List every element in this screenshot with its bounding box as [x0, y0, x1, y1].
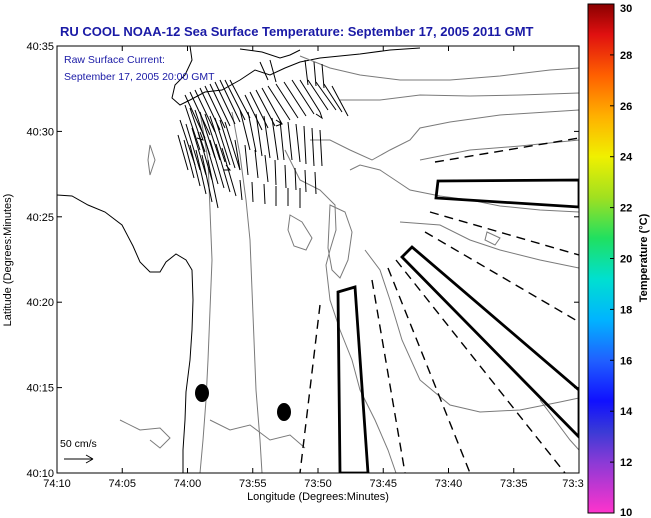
y-tick-label: 40:20 [26, 297, 54, 309]
colorbar-ticks: 10 12 14 16 18 20 22 24 26 28 30 [610, 3, 633, 518]
x-axis: 74:10 74:05 74:00 73:55 73:50 73:45 73:40 73:35… [43, 46, 584, 490]
x-tick-label: 73:55 [239, 478, 267, 490]
station-dot [195, 384, 209, 402]
y-tick-label: 40:25 [26, 212, 54, 224]
island [239, 48, 301, 59]
colorbar-tick-label: 20 [620, 254, 632, 266]
colorbar-tick-label: 22 [620, 203, 632, 215]
station-dot [277, 403, 291, 421]
colorbar-label: Temperature (°C) [638, 213, 650, 302]
coastline-north [171, 46, 421, 106]
plot-area [57, 46, 579, 473]
x-axis-label: Longitude (Degrees:Minutes) [247, 491, 389, 503]
x-tick-label: 74:10 [43, 478, 71, 490]
radial-dashed-lines [299, 137, 579, 473]
scale-label: 50 cm/s [60, 438, 97, 450]
x-tick-label: 73:50 [304, 478, 332, 490]
colorbar [587, 3, 615, 514]
y-tick-label: 40:15 [26, 383, 54, 395]
x-tick-label: 74:05 [108, 478, 136, 490]
y-axis: 40:10 40:15 40:20 40:25 40:30 40:35 [26, 41, 579, 480]
colorbar-tick-label: 14 [620, 406, 633, 418]
chart-title: RU COOL NOAA-12 Sea Surface Temperature:… [60, 24, 534, 39]
map-layer [57, 46, 579, 473]
colorbar-tick-label: 24 [620, 152, 633, 164]
scale-arrow [64, 454, 94, 464]
x-tick-label: 73:40 [435, 478, 463, 490]
current-vectors [177, 59, 349, 209]
y-tick-label: 40:35 [26, 41, 54, 53]
y-tick-label: 40:30 [26, 126, 54, 138]
colorbar-tick-label: 30 [620, 3, 632, 15]
y-tick-label: 40:10 [26, 468, 54, 480]
y-axis-label: Latitude (Degrees:Minutes) [2, 194, 14, 327]
x-tick-label: 73:35 [500, 478, 528, 490]
annotation-line-2: September 17, 2005 20:00 GMT [64, 71, 215, 83]
colorbar-tick-label: 28 [620, 50, 632, 62]
annotation-line-1: Raw Surface Current: [64, 54, 165, 66]
colorbar-tick-label: 12 [620, 457, 632, 469]
colorbar-tick-label: 16 [620, 355, 632, 367]
x-tick-label: 73:3 [562, 478, 583, 490]
beam-polygons [336, 178, 579, 473]
colorbar-tick-label: 26 [620, 101, 632, 113]
sst-contours [119, 55, 579, 473]
x-tick-label: 74:00 [174, 478, 202, 490]
x-tick-label: 73:45 [369, 478, 397, 490]
colorbar-tick-label: 10 [620, 507, 632, 518]
colorbar-tick-label: 18 [620, 304, 632, 316]
coastline [57, 194, 194, 473]
